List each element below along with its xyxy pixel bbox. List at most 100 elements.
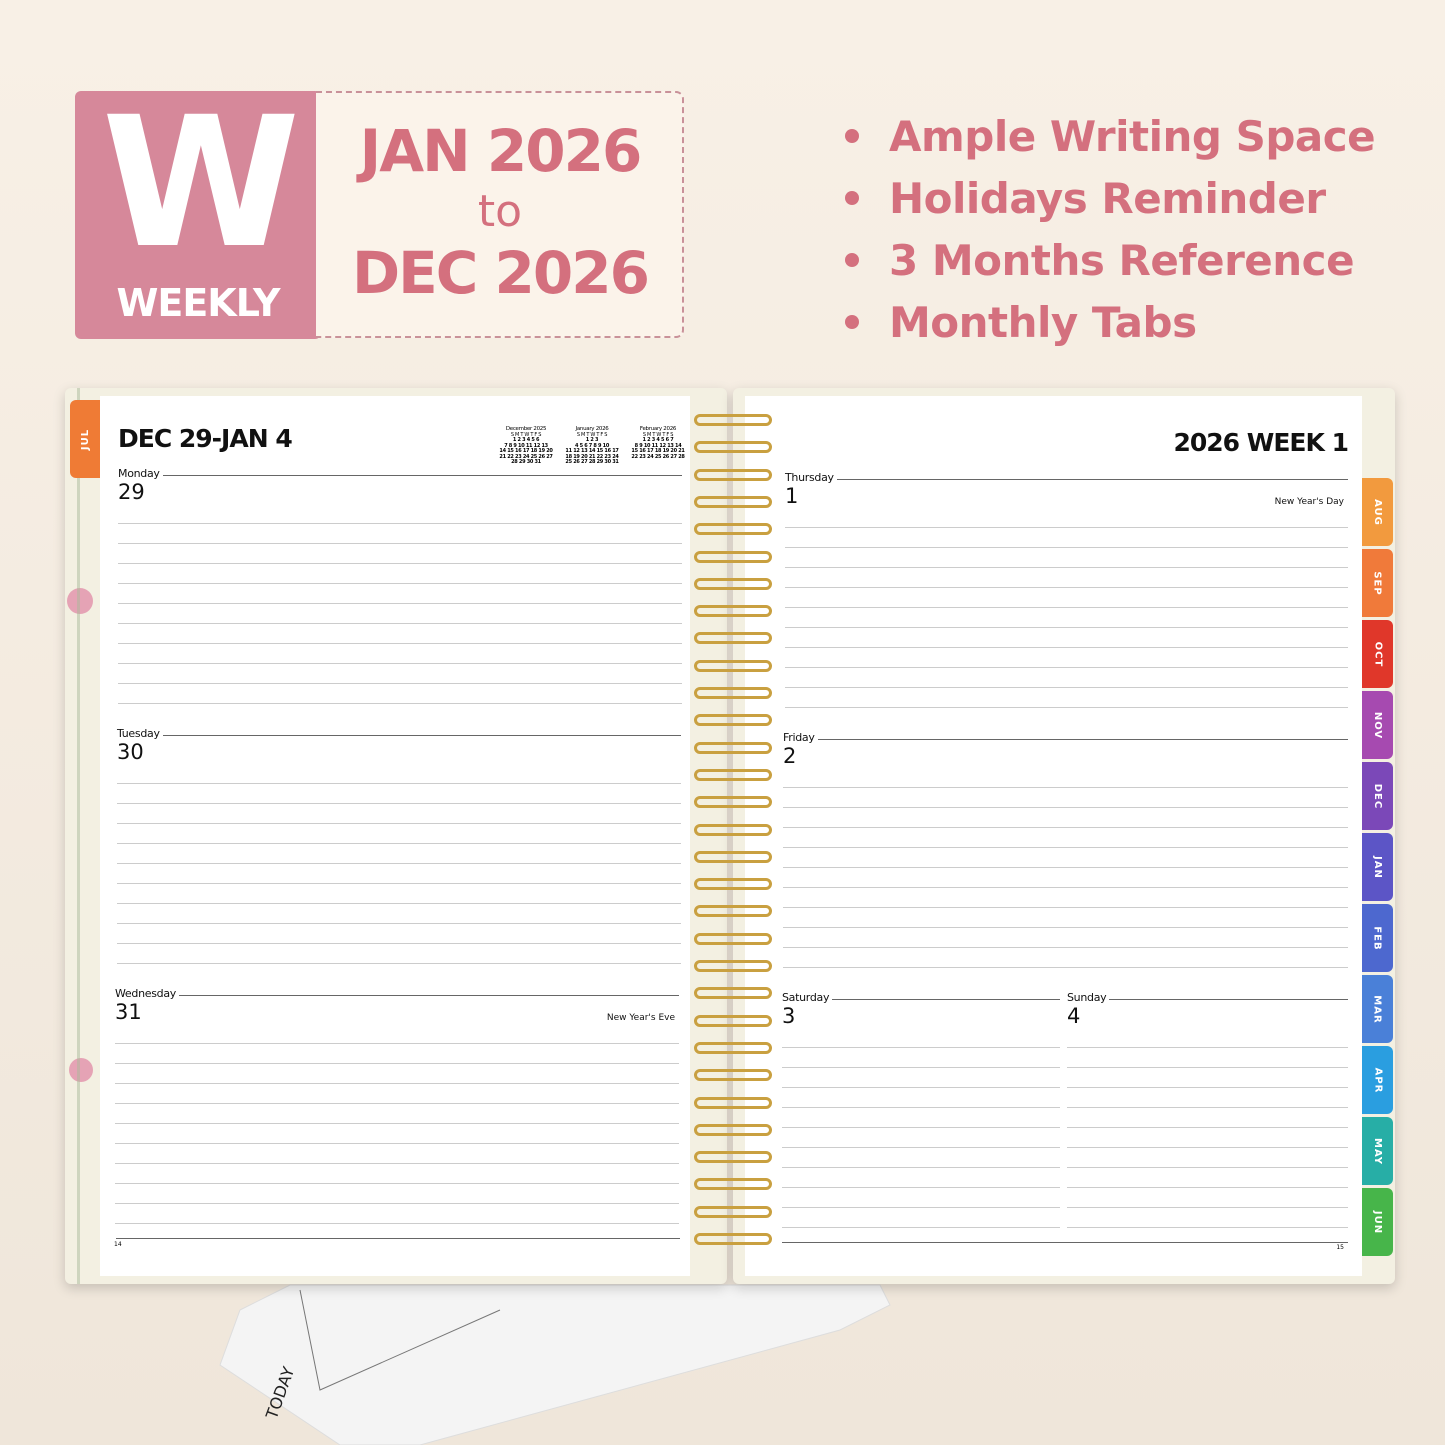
day-section[interactable]: Thursday 1 New Year's Day [785,472,1348,722]
mini-calendar-week: 14 15 16 17 18 19 20 [499,448,553,455]
feature-item: Monthly Tabs [845,291,1375,353]
spiral-ring [694,1233,772,1245]
tab-jan[interactable]: JAN [1362,833,1393,901]
tab-may[interactable]: MAY [1362,1117,1393,1185]
tab-label: AUG [1371,498,1383,526]
mini-calendar-week: 1 2 3 4 5 6 7 [642,437,674,444]
bookmark-outline [219,1284,891,1445]
divider [782,999,1060,1000]
tab-apr[interactable]: APR [1362,1046,1393,1114]
range-start: JAN 2026 [359,117,643,185]
tab-oct[interactable]: OCT [1362,620,1393,688]
divider [115,995,679,996]
day-name: Saturday [782,992,833,1004]
tab-label: JUL [80,428,91,450]
tab-aug[interactable]: AUG [1362,478,1393,546]
mini-calendar-week: 22 23 24 25 26 27 28 [631,453,685,460]
spiral-ring [694,550,772,563]
tab-jun[interactable]: JUN [1362,1188,1393,1256]
mini-calendar-week: 1 2 3 4 5 6 [512,437,540,444]
tab-label: JUN [1372,1210,1383,1234]
spiral-ring [694,960,772,972]
mini-calendar-weekdays: S M T W T F S [642,431,674,438]
spiral-ring [694,659,772,672]
day-section[interactable]: Tuesday 30 [117,728,681,978]
tab-label: FEB [1371,925,1383,951]
mini-calendar-week: 28 29 30 31 [511,459,541,466]
mini-calendar-weekdays: S M T W T F S [576,431,608,438]
feature-item: Holidays Reminder [845,167,1375,229]
day-section[interactable]: Saturday 3 [782,992,1060,1242]
day-date: 1 [785,484,799,508]
day-date: 3 [782,1004,796,1028]
holiday-label: New Year's Day [1274,497,1344,507]
writing-lines[interactable] [783,768,1348,978]
spiral-ring [694,1151,772,1164]
writing-lines[interactable] [115,1024,679,1234]
mini-calendar-week: 21 22 23 24 25 26 27 [499,453,553,460]
day-section[interactable]: Monday 29 [118,468,682,718]
divider [117,735,681,736]
ruler-marking [299,1289,501,1391]
bullet-icon [845,191,859,205]
holiday-label: New Year's Eve [606,1013,675,1023]
tab-label: JAN [1372,855,1383,879]
feature-item: Ample Writing Space [845,105,1376,167]
tab-nov[interactable]: NOV [1362,691,1393,759]
day-name: Tuesday [117,728,163,740]
feature-text: Monthly Tabs [889,297,1197,347]
day-date: 2 [783,744,797,768]
range-to: to [477,186,523,237]
divider [1067,999,1348,1000]
day-name: Thursday [785,472,837,484]
writing-lines[interactable] [785,508,1348,718]
date-range-box: JAN 2026 to DEC 2026 [316,91,684,338]
writing-lines[interactable] [782,1028,1060,1238]
stem-decoration [77,388,80,1284]
writing-lines[interactable] [117,764,681,974]
tab-jul[interactable]: JUL [70,400,101,478]
spiral-ring [694,905,772,918]
spiral-ring [694,1014,772,1027]
tab-label: NOV [1372,711,1383,739]
tab-dec[interactable]: DEC [1362,762,1393,830]
day-name: Monday [118,468,163,480]
tab-label: DEC [1371,783,1383,809]
badge-letter: W [101,79,301,288]
bullet-icon [845,315,859,329]
day-section[interactable]: Wednesday 31 New Year's Eve [115,988,679,1238]
tab-label: MAY [1371,1137,1383,1165]
tab-sep[interactable]: SEP [1362,549,1393,617]
writing-lines[interactable] [118,504,682,714]
spiral-ring [694,987,772,1000]
spiral-ring [694,823,772,836]
day-date: 30 [117,740,144,764]
mini-calendar-week: 11 12 13 14 15 16 17 [565,448,619,455]
day-section[interactable]: Sunday 4 [1067,992,1348,1242]
spiral-ring [694,632,772,645]
tab-mar[interactable]: MAR [1362,975,1393,1043]
tab-feb[interactable]: FEB [1362,904,1393,972]
mini-calendar-week: 4 5 6 7 8 9 10 [574,442,610,449]
today-bookmark-ruler[interactable] [200,1270,920,1445]
week-number-title: 2026 WEEK 1 [1173,428,1349,457]
feature-text: 3 Months Reference [889,235,1355,285]
day-date: 31 [115,1000,142,1024]
mini-calendar-title: February 2026 [639,426,677,432]
bullet-icon [845,253,859,267]
mini-calendar-weekdays: S M T W T F S [510,431,542,438]
spiral-ring [694,468,772,481]
day-date: 29 [118,480,145,504]
spiral-ring [694,414,772,426]
mini-calendar-week: 15 16 17 18 19 20 21 [631,448,685,455]
spiral-ring [694,714,772,727]
spiral-ring [694,605,772,618]
writing-lines[interactable] [1067,1028,1348,1238]
divider [118,475,682,476]
day-section[interactable]: Friday 2 [783,732,1348,982]
month-tabs: AUG SEP OCT NOV DEC JAN FEB MAR APR MAY JUN [1362,478,1393,1259]
